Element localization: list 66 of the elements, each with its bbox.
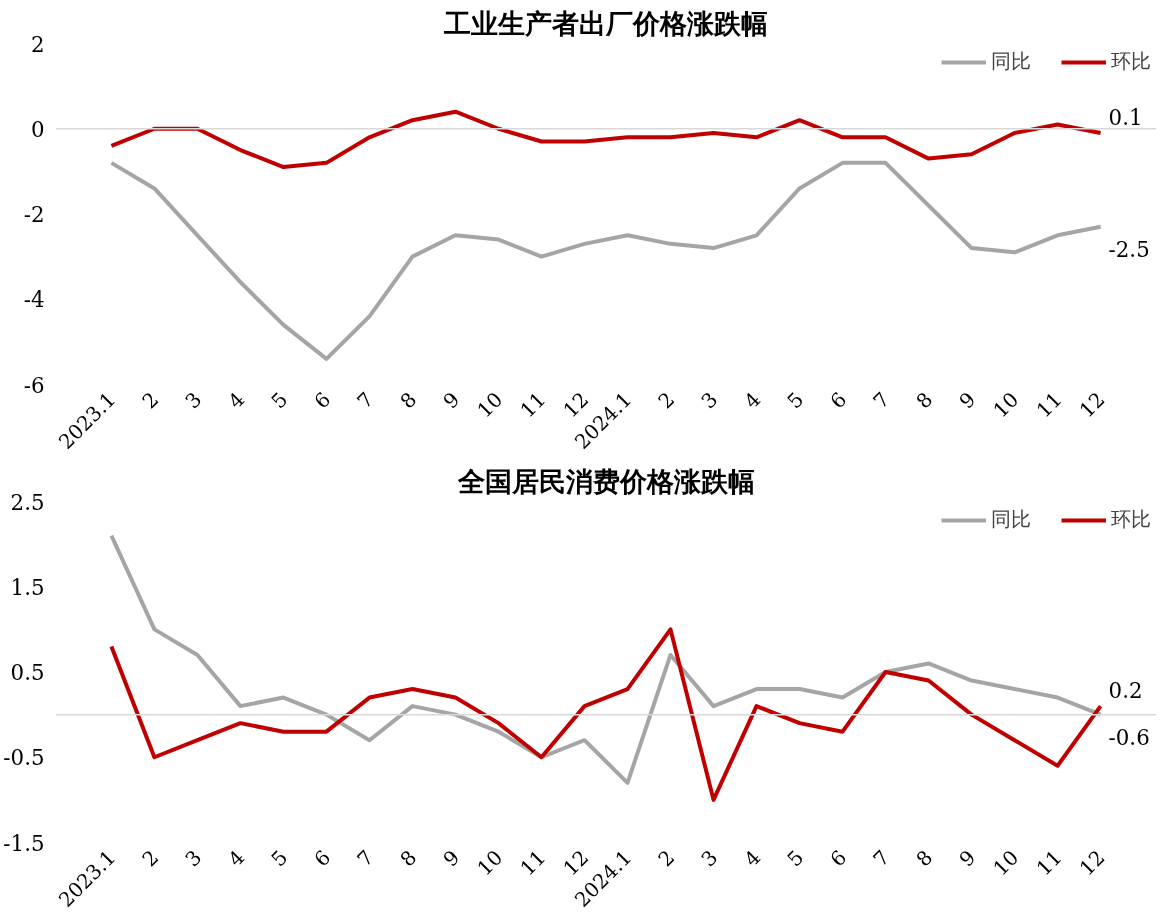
y-tick-label: 2.5 xyxy=(10,489,45,515)
x-tick-label: 5 xyxy=(782,387,809,414)
y-tick-label: 0.5 xyxy=(10,660,45,685)
x-tick-label: 11 xyxy=(1031,845,1067,881)
y-tick-label: -6 xyxy=(23,372,45,398)
legend-label: 环比 xyxy=(1111,48,1151,75)
y-tick-label: -0.5 xyxy=(3,745,45,771)
x-tick-label: 3 xyxy=(180,387,207,414)
annotation: -0.6 xyxy=(1108,724,1150,750)
x-tick-label: 9 xyxy=(438,387,465,414)
y-tick-label: -4 xyxy=(23,287,45,313)
x-tick-label: 2 xyxy=(137,845,164,872)
x-tick-label: 10 xyxy=(472,387,508,423)
line-series xyxy=(109,109,1103,170)
x-tick-label: 7 xyxy=(868,387,895,414)
legend-label: 同比 xyxy=(991,506,1031,533)
line-series xyxy=(109,533,1103,785)
y-tick-label: 0 xyxy=(30,116,45,142)
x-tick-label: 5 xyxy=(266,845,293,872)
x-tick-label: 6 xyxy=(825,845,852,872)
x-tick-label: 6 xyxy=(309,387,336,414)
x-tick-label: 4 xyxy=(223,387,250,414)
chart-title: 全国居民消费价格涨跌幅 xyxy=(456,465,755,497)
x-tick-label: 4 xyxy=(739,845,766,872)
x-tick-label: 10 xyxy=(988,845,1024,881)
y-tick-label: 1.5 xyxy=(10,574,45,600)
legend-label: 同比 xyxy=(991,48,1031,75)
x-tick-label: 12 xyxy=(1074,387,1110,423)
x-tick-label: 10 xyxy=(472,845,508,881)
x-tick-label: 8 xyxy=(395,845,422,872)
x-tick-label: 11 xyxy=(1031,387,1067,423)
x-tick-label: 5 xyxy=(782,845,809,872)
chart-title: 工业生产者出厂价格涨跌幅 xyxy=(443,7,768,39)
annotation: -2.5 xyxy=(1108,236,1150,262)
x-tick-label: 4 xyxy=(223,845,250,872)
x-tick-label: 11 xyxy=(515,387,551,423)
x-tick-label: 5 xyxy=(266,387,293,414)
x-tick-label: 3 xyxy=(180,845,207,872)
x-tick-label: 9 xyxy=(954,845,981,872)
x-tick-label: 6 xyxy=(825,387,852,414)
x-tick-label: 4 xyxy=(739,387,766,414)
x-tick-label: 12 xyxy=(1074,845,1110,881)
line-series xyxy=(109,627,1103,802)
y-tick-label: -2 xyxy=(23,202,45,227)
x-tick-label: 7 xyxy=(352,387,379,414)
y-tick-label: -1.5 xyxy=(3,830,45,856)
line-series xyxy=(109,160,1103,361)
x-tick-label: 8 xyxy=(911,845,938,872)
x-tick-label: 3 xyxy=(696,387,723,414)
x-tick-label: 6 xyxy=(309,845,336,872)
x-tick-label: 11 xyxy=(515,845,551,881)
x-tick-label: 2 xyxy=(137,387,164,414)
x-tick-label: 2 xyxy=(653,387,680,414)
x-tick-label: 10 xyxy=(988,387,1024,423)
x-tick-label: 7 xyxy=(868,845,895,872)
x-tick-label: 8 xyxy=(395,387,422,414)
x-tick-label: 3 xyxy=(696,845,723,872)
legend-label: 环比 xyxy=(1111,506,1151,533)
annotation: 0.1 xyxy=(1108,105,1143,131)
x-tick-label: 9 xyxy=(954,387,981,414)
annotation: 0.2 xyxy=(1108,678,1143,704)
x-tick-label: 2 xyxy=(653,845,680,872)
y-tick-label: 2 xyxy=(30,31,45,57)
x-tick-label: 9 xyxy=(438,845,465,872)
x-tick-label: 7 xyxy=(352,845,379,872)
x-tick-label: 8 xyxy=(911,387,938,414)
